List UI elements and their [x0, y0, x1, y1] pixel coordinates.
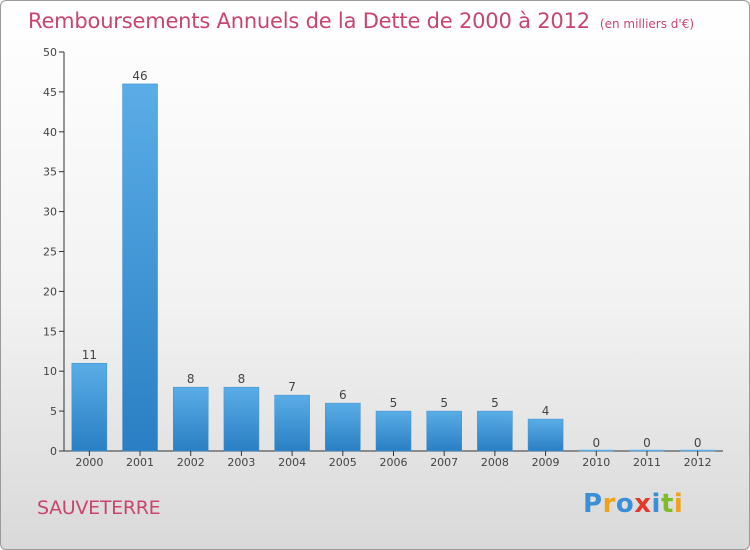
x-tick-label: 2007 [430, 456, 458, 469]
chart-title-text: Remboursements Annuels de la Dette de 20… [28, 9, 590, 33]
bar [477, 410, 513, 452]
y-tick-label: 40 [43, 126, 57, 139]
bar [325, 402, 361, 452]
logo-letter: t [660, 489, 674, 519]
data-label: 6 [339, 388, 347, 402]
logo-letter: r [602, 489, 616, 519]
commune-name: SAUVETERRE [37, 497, 161, 519]
data-label: 5 [390, 396, 398, 410]
y-tick-label: 10 [43, 365, 57, 378]
data-label: 8 [187, 372, 195, 386]
data-label: 0 [643, 436, 651, 450]
x-tick-label: 2006 [380, 456, 408, 469]
x-tick-label: 2002 [177, 456, 205, 469]
bar [172, 386, 209, 452]
y-tick-label: 15 [43, 325, 57, 338]
bar [527, 418, 564, 452]
data-label: 0 [592, 436, 600, 450]
x-tick-label: 2000 [75, 456, 103, 469]
x-tick-label: 2012 [684, 456, 712, 469]
x-tick-label: 2008 [481, 456, 509, 469]
y-tick-label: 30 [43, 206, 57, 219]
x-tick-label: 2010 [582, 456, 610, 469]
data-label: 11 [82, 348, 97, 362]
bar [375, 410, 412, 452]
bar [122, 83, 158, 452]
chart-title: Remboursements Annuels de la Dette de 20… [28, 9, 694, 33]
y-tick-label: 25 [43, 246, 57, 259]
data-label: 0 [694, 436, 702, 450]
data-label: 46 [132, 69, 147, 83]
x-tick-label: 2005 [329, 456, 357, 469]
bar [223, 386, 260, 452]
x-tick-label: 2001 [126, 456, 154, 469]
x-tick-label: 2004 [278, 456, 306, 469]
bar [426, 410, 462, 452]
chart-unit: (en milliers d'€) [599, 17, 695, 31]
data-label: 5 [491, 396, 499, 410]
bar [71, 362, 108, 452]
logo-letter: P [583, 489, 603, 519]
logo-letter: i [651, 489, 661, 519]
proxiti-logo[interactable]: Proxiti [583, 489, 683, 519]
data-label: 5 [440, 396, 448, 410]
y-tick-label: 0 [50, 445, 57, 458]
y-tick-label: 45 [43, 86, 57, 99]
y-tick-label: 50 [43, 46, 57, 59]
data-label: 4 [542, 404, 550, 418]
bar [274, 394, 310, 452]
y-tick-label: 35 [43, 166, 57, 179]
data-label: 7 [288, 380, 296, 394]
logo-letter: i [673, 489, 684, 519]
y-tick-label: 5 [50, 405, 57, 418]
x-tick-label: 2003 [227, 456, 255, 469]
data-label: 8 [238, 372, 246, 386]
x-tick-label: 2009 [532, 456, 560, 469]
logo-letter: x [634, 489, 652, 519]
x-tick-label: 2011 [633, 456, 661, 469]
y-tick-label: 20 [43, 285, 57, 298]
logo-letter: o [615, 489, 635, 519]
